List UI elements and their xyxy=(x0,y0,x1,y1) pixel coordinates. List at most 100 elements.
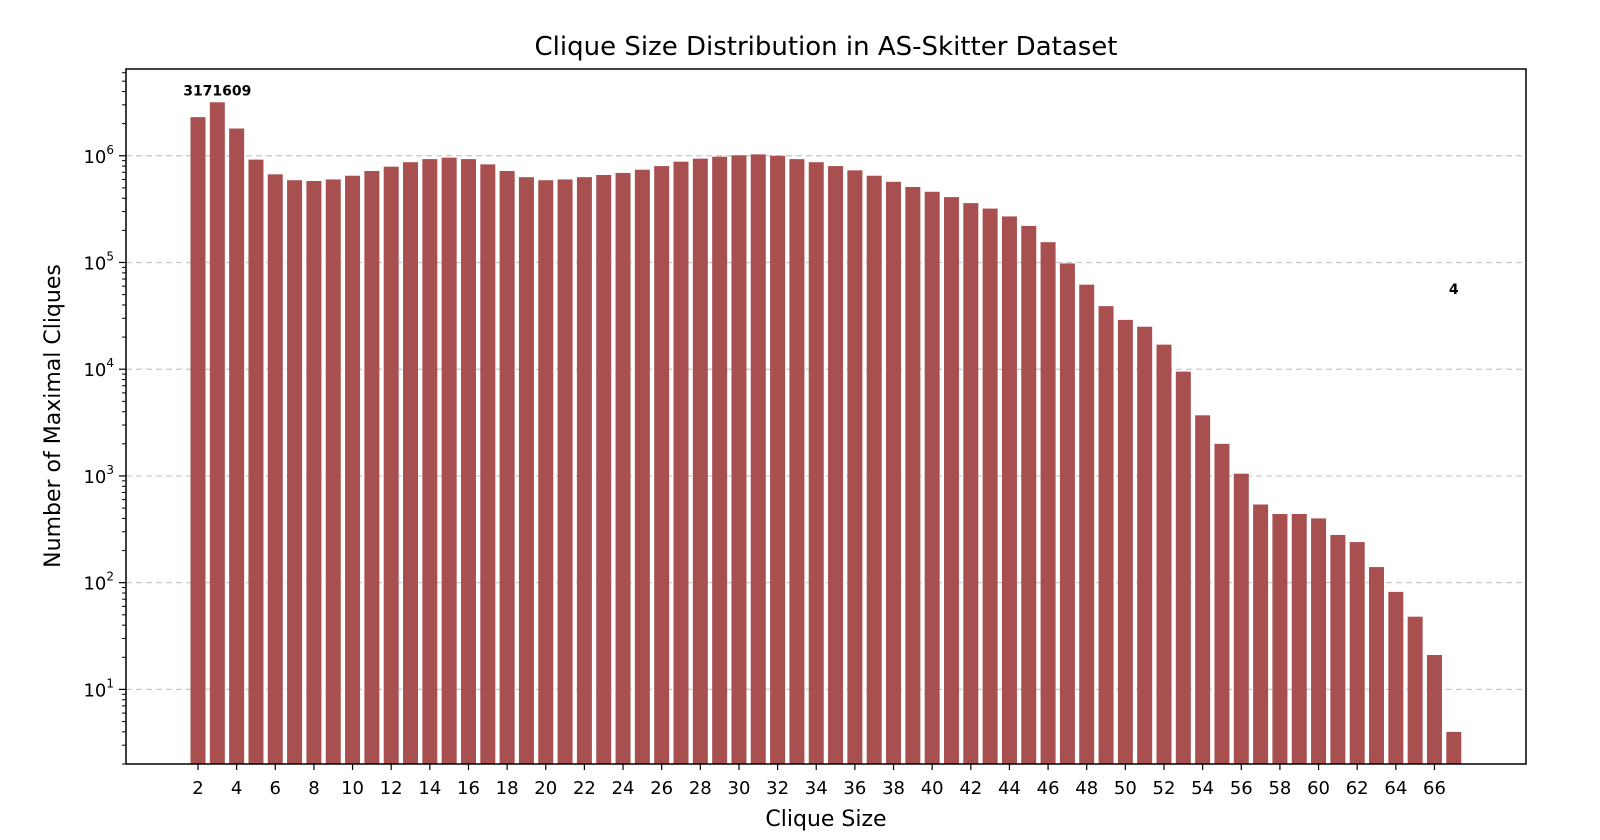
y-tick-label: 103 xyxy=(83,463,114,488)
x-tick-label: 44 xyxy=(998,778,1021,799)
data-label: 3171609 xyxy=(183,83,251,99)
x-tick-label: 56 xyxy=(1230,778,1253,799)
x-tick-label: 54 xyxy=(1191,778,1214,799)
bar-size-7 xyxy=(287,180,303,765)
bar-size-58 xyxy=(1272,513,1288,764)
data-label: 4 xyxy=(1449,282,1459,298)
bar-size-19 xyxy=(518,177,534,764)
x-tick-label: 8 xyxy=(308,778,319,799)
x-tick-label: 4 xyxy=(231,778,242,799)
bar-size-6 xyxy=(267,174,283,765)
bar-size-4 xyxy=(229,128,245,764)
x-tick-label: 42 xyxy=(959,778,982,799)
bar-size-2 xyxy=(190,117,206,764)
x-tick-label: 6 xyxy=(270,778,281,799)
bar-size-10 xyxy=(345,175,361,764)
x-axis-label: Clique Size xyxy=(765,807,886,832)
bar-size-50 xyxy=(1117,319,1133,764)
x-tick-label: 24 xyxy=(612,778,635,799)
x-tick-label: 62 xyxy=(1346,778,1369,799)
x-tick-label: 52 xyxy=(1153,778,1176,799)
bar-size-29 xyxy=(712,156,728,764)
x-axis: 2 4 6 8 10 12 14 16 18 20 22 24 26 28 30 32 34 36 38 40 42 44… xyxy=(192,764,1446,799)
x-tick-label: 2 xyxy=(192,778,203,799)
y-tick-label: 105 xyxy=(83,249,114,274)
y-axis: 101 102 103 104 105 106 xyxy=(83,72,126,765)
bar-size-17 xyxy=(480,164,496,764)
bar-size-52 xyxy=(1156,344,1172,764)
bar-size-3 xyxy=(209,102,225,765)
x-tick-label: 34 xyxy=(805,778,828,799)
bar-size-31 xyxy=(750,154,766,764)
bar-size-9 xyxy=(325,179,341,764)
bar-size-64 xyxy=(1388,591,1404,764)
bar-size-26 xyxy=(654,166,670,765)
bar-size-38 xyxy=(886,181,902,764)
bar-size-41 xyxy=(943,197,959,764)
x-tick-label: 50 xyxy=(1114,778,1137,799)
bar-size-25 xyxy=(634,169,650,764)
bar-size-51 xyxy=(1137,326,1153,764)
x-tick-label: 32 xyxy=(766,778,789,799)
bar-size-37 xyxy=(866,175,882,764)
bar-size-54 xyxy=(1195,415,1211,764)
bar-size-55 xyxy=(1214,443,1230,764)
x-tick-label: 48 xyxy=(1075,778,1098,799)
x-tick-label: 60 xyxy=(1307,778,1330,799)
bar-size-21 xyxy=(557,179,573,764)
bar-size-40 xyxy=(924,191,940,764)
bar-size-45 xyxy=(1021,225,1037,765)
x-tick-label: 16 xyxy=(457,778,480,799)
bar-size-5 xyxy=(248,159,264,764)
x-tick-label: 18 xyxy=(496,778,519,799)
bar-size-15 xyxy=(441,157,457,765)
bar-size-46 xyxy=(1040,242,1056,765)
bar-size-60 xyxy=(1311,518,1327,764)
bar-size-32 xyxy=(770,155,786,765)
bar-size-35 xyxy=(828,166,844,765)
bar-size-18 xyxy=(499,170,515,765)
bar-size-59 xyxy=(1291,513,1307,764)
bar-size-62 xyxy=(1349,542,1365,764)
bar-size-42 xyxy=(963,203,979,765)
bar-size-43 xyxy=(982,208,998,765)
y-tick-label: 104 xyxy=(83,356,114,381)
x-tick-label: 66 xyxy=(1423,778,1446,799)
x-tick-label: 14 xyxy=(418,778,441,799)
bar-size-48 xyxy=(1079,284,1095,764)
x-tick-label: 22 xyxy=(573,778,596,799)
bar-size-39 xyxy=(905,186,921,765)
x-tick-label: 30 xyxy=(728,778,751,799)
plot-frame xyxy=(125,68,1527,765)
bar-size-27 xyxy=(673,161,689,764)
x-tick-label: 26 xyxy=(650,778,673,799)
x-tick-label: 20 xyxy=(534,778,557,799)
bar-size-36 xyxy=(847,170,863,765)
bar-size-30 xyxy=(731,155,747,764)
bar-size-63 xyxy=(1369,567,1385,764)
y-tick-label: 102 xyxy=(83,570,114,595)
bar-size-66 xyxy=(1426,655,1442,764)
bar-size-44 xyxy=(1001,216,1017,765)
bar-size-20 xyxy=(538,180,554,765)
bar-size-11 xyxy=(364,170,380,765)
bar-size-13 xyxy=(403,162,419,764)
x-tick-label: 64 xyxy=(1384,778,1407,799)
x-tick-label: 40 xyxy=(921,778,944,799)
x-tick-label: 12 xyxy=(380,778,403,799)
x-tick-label: 58 xyxy=(1268,778,1291,799)
bar-size-24 xyxy=(615,172,631,764)
bar-size-23 xyxy=(596,175,612,765)
bar-size-57 xyxy=(1253,504,1269,764)
bar-size-56 xyxy=(1233,473,1249,764)
x-tick-label: 36 xyxy=(843,778,866,799)
bar-size-61 xyxy=(1330,534,1346,764)
bar-size-14 xyxy=(422,159,438,764)
x-tick-label: 46 xyxy=(1037,778,1060,799)
data-labels: 3171609 4 xyxy=(183,83,1459,298)
y-tick-label: 106 xyxy=(83,143,114,168)
x-tick-label: 28 xyxy=(689,778,712,799)
x-tick-label: 10 xyxy=(341,778,364,799)
